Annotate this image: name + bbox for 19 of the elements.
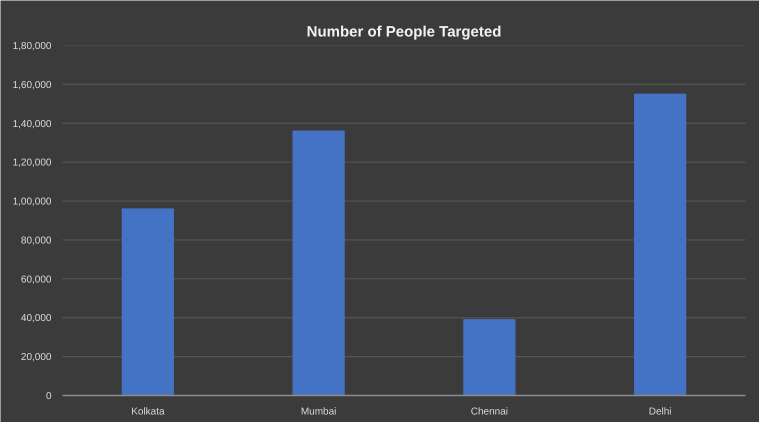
y-tick-label: 1,60,000: [12, 80, 52, 91]
y-tick-label: 0: [46, 391, 52, 402]
y-tick-label: 20,000: [20, 352, 52, 364]
y-tick-label: 40,000: [20, 313, 52, 324]
x-tick-label: Kolkata: [131, 406, 165, 418]
bar: [292, 130, 345, 396]
bar: [122, 208, 174, 396]
x-tick-label: Mumbai: [300, 406, 336, 418]
y-tick-label: 60,000: [20, 274, 52, 286]
bar: [634, 94, 686, 396]
y-tick-label: 1,00,000: [12, 196, 52, 208]
x-tick-label: Chennai: [470, 406, 508, 418]
x-tick-label: Delhi: [648, 406, 672, 418]
y-tick-label: 80,000: [20, 235, 52, 246]
y-tick-label: 1,20,000: [12, 158, 52, 169]
bar: [463, 319, 516, 396]
y-tick-label: 1,80,000: [12, 41, 52, 52]
chart-title: Number of People Targeted: [306, 24, 502, 40]
y-tick-label: 1,40,000: [12, 118, 52, 130]
